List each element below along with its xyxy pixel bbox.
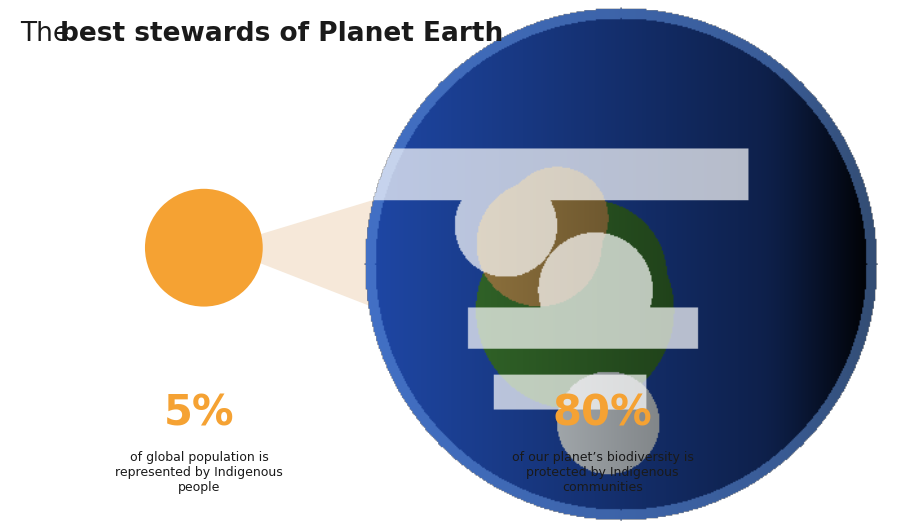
- Ellipse shape: [145, 189, 263, 307]
- Text: best stewards of Planet Earth: best stewards of Planet Earth: [60, 21, 503, 47]
- Text: 5%: 5%: [164, 393, 235, 435]
- Text: The: The: [20, 21, 77, 47]
- Text: 80%: 80%: [553, 393, 652, 435]
- Polygon shape: [236, 131, 600, 396]
- Text: of our planet’s biodiversity is
protected by Indigenous
communities: of our planet’s biodiversity is protecte…: [512, 451, 693, 494]
- Text: of global population is
represented by Indigenous
people: of global population is represented by I…: [115, 451, 284, 494]
